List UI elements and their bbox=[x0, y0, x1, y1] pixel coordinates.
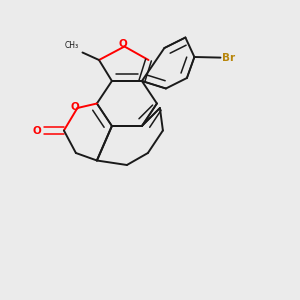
Text: O: O bbox=[70, 102, 80, 112]
Text: O: O bbox=[118, 39, 127, 49]
Text: O: O bbox=[33, 125, 41, 136]
Text: CH₃: CH₃ bbox=[65, 41, 79, 50]
Text: Br: Br bbox=[222, 52, 235, 63]
